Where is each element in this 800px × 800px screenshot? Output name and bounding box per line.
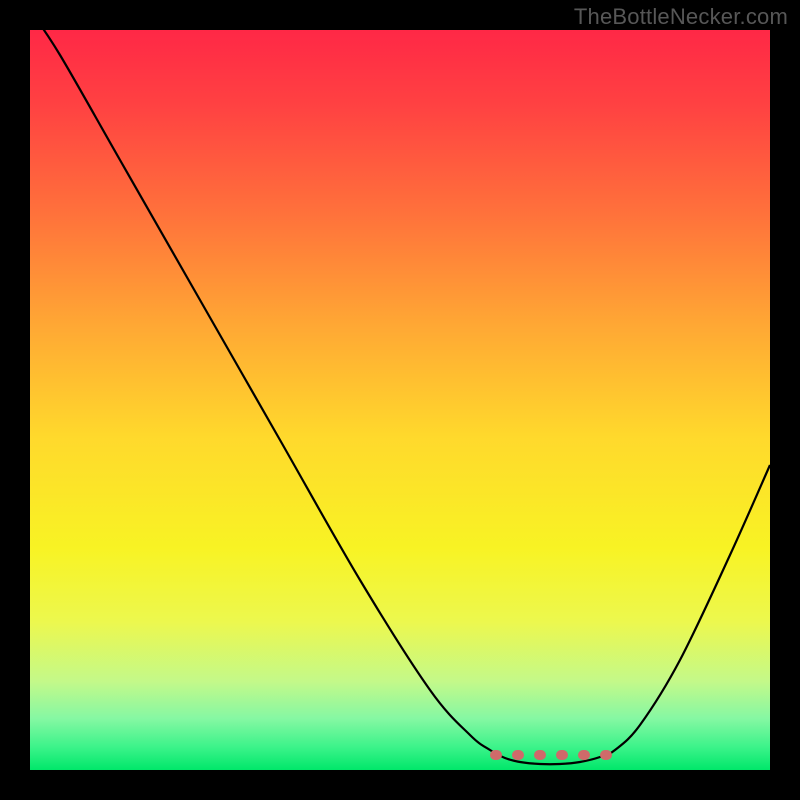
chart-container: TheBottleNecker.com (0, 0, 800, 800)
plot-background (30, 30, 770, 770)
chart-svg (0, 0, 800, 800)
watermark-text: TheBottleNecker.com (574, 4, 788, 30)
